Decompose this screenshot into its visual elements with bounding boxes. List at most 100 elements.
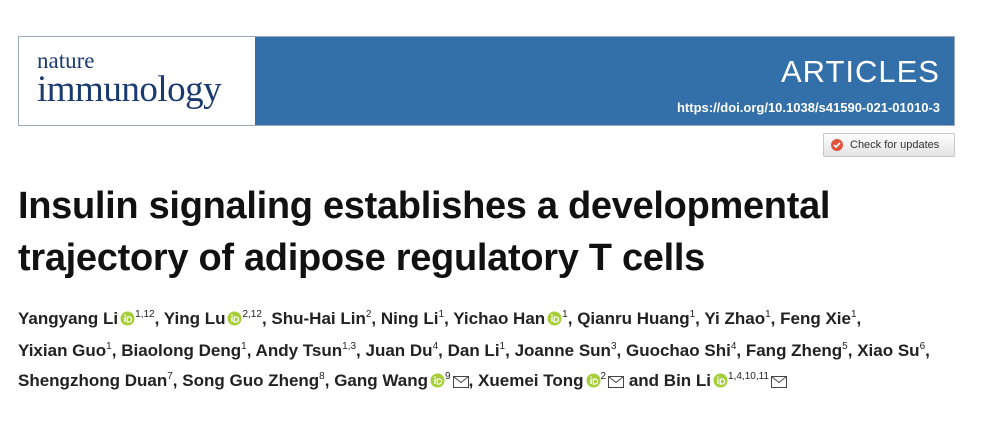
- author: Shengzhong Duan7,: [18, 371, 178, 390]
- author-name: Ying Lu: [163, 309, 226, 328]
- separator: ,: [261, 309, 267, 328]
- author-name: Juan Du: [365, 341, 433, 360]
- author-name: Yixian Guo: [18, 341, 107, 360]
- separator: ,: [371, 309, 377, 328]
- author: Joanne Sun3,: [515, 341, 622, 360]
- affiliation: 2,12: [242, 309, 262, 320]
- journal-name-2: immunology: [37, 69, 222, 110]
- email-icon[interactable]: [608, 373, 625, 392]
- journal-name-1: nature: [37, 48, 95, 73]
- separator: ,: [567, 309, 573, 328]
- affiliation: 8: [319, 371, 325, 382]
- orcid-icon[interactable]: [430, 373, 445, 392]
- author-name: Feng Xie: [780, 309, 851, 328]
- affiliation: 2: [365, 309, 372, 320]
- affiliation: 6: [919, 341, 926, 352]
- separator: ,: [111, 341, 117, 360]
- affiliation: 1: [106, 341, 112, 352]
- author-name: Qianru Huang: [577, 309, 690, 328]
- author-name: Guochao Shi: [625, 341, 731, 360]
- author-name: Fang Zheng: [745, 341, 843, 360]
- author: Yichao Han 1,: [453, 309, 572, 328]
- affiliation: 9: [445, 371, 451, 382]
- title-line: trajectory of adipose regulatory T cells: [18, 237, 705, 279]
- separator: ,: [468, 371, 474, 390]
- affiliation: 4: [432, 341, 439, 352]
- separator: ,: [246, 341, 252, 360]
- author: Juan Du4,: [366, 341, 443, 360]
- affiliation: 1: [499, 341, 506, 352]
- author: Yi Zhao1,: [704, 309, 775, 328]
- affiliation: 2: [600, 371, 607, 382]
- author-name: Xiao Su: [857, 341, 920, 360]
- author: Xiao Su6,: [857, 341, 930, 360]
- author-name: Yi Zhao: [704, 309, 766, 328]
- title-line: Insulin signaling establishes a developm…: [18, 185, 831, 227]
- separator: ,: [172, 371, 178, 390]
- separator: ,: [438, 341, 443, 360]
- author-list: Yangyang Li 1,12, Ying Lu 2,12, Shu-Hai Li…: [18, 304, 963, 398]
- affiliation: 1: [438, 309, 445, 320]
- author: Biaolong Deng1,: [121, 341, 251, 360]
- article-title: Insulin signaling establishes a developm…: [18, 180, 830, 284]
- author: Xuemei Tong 2: [478, 371, 625, 392]
- separator: ,: [324, 371, 330, 390]
- masthead: nature immunology ARTICLES https://doi.o…: [18, 36, 955, 126]
- check-icon: [831, 139, 843, 151]
- orcid-icon[interactable]: [227, 311, 242, 330]
- email-icon[interactable]: [770, 373, 787, 392]
- separator: ,: [925, 341, 930, 360]
- affiliation: 1: [562, 309, 568, 320]
- affiliation: 4: [730, 341, 737, 352]
- check-updates-button[interactable]: Check for updates: [823, 133, 955, 157]
- journal-logo: nature immunology: [19, 37, 255, 125]
- author: Gang Wang 9,: [334, 371, 473, 390]
- separator: ,: [154, 309, 160, 328]
- affiliation: 1: [241, 341, 247, 352]
- author: Feng Xie1,: [780, 309, 861, 328]
- separator: ,: [505, 341, 510, 360]
- separator: ,: [356, 341, 361, 360]
- author-name: Biaolong Deng: [121, 341, 242, 360]
- conjunction: and: [628, 371, 660, 390]
- affiliation: 1: [765, 309, 771, 320]
- orcid-icon[interactable]: [713, 373, 728, 392]
- author: Bin Li 1,4,10,11: [664, 371, 787, 390]
- orcid-icon[interactable]: [586, 373, 601, 392]
- author: Ying Lu 2,12,: [164, 309, 267, 328]
- author-name: Shengzhong Duan: [18, 371, 168, 390]
- author-name: Joanne Sun: [514, 341, 611, 360]
- affiliation: 1: [850, 309, 857, 320]
- affiliation: 7: [167, 371, 173, 382]
- separator: ,: [847, 341, 853, 360]
- doi-link[interactable]: https://doi.org/10.1038/s41590-021-01010…: [676, 100, 940, 115]
- author-name: Andy Tsun: [255, 341, 343, 360]
- affiliation: 1,3: [342, 341, 357, 352]
- separator: ,: [736, 341, 742, 360]
- check-updates-label: Check for updates: [850, 139, 940, 151]
- author-name: Song Guo Zheng: [182, 371, 320, 390]
- orcid-icon[interactable]: [120, 311, 135, 330]
- separator: ,: [856, 309, 862, 328]
- affiliation: 1,4,10,11: [728, 371, 769, 382]
- author-name: Yangyang Li: [18, 309, 119, 328]
- separator: ,: [444, 309, 449, 328]
- author: Song Guo Zheng8,: [182, 371, 329, 390]
- separator: ,: [770, 309, 776, 328]
- article-type: ARTICLES: [780, 54, 940, 89]
- author-name: Dan Li: [447, 341, 500, 360]
- author: Shu-Hai Lin2,: [271, 309, 376, 328]
- author: Andy Tsun1,3,: [256, 341, 361, 360]
- affiliation: 1: [689, 309, 696, 320]
- orcid-icon[interactable]: [547, 311, 562, 330]
- separator: ,: [695, 309, 700, 328]
- author-name: Xuemei Tong: [478, 371, 584, 390]
- author-name: Ning Li: [380, 309, 439, 328]
- header-band: ARTICLES https://doi.org/10.1038/s41590-…: [255, 37, 954, 125]
- author: Ning Li1,: [381, 309, 449, 328]
- affiliation: 1,12: [135, 309, 155, 320]
- author: Yangyang Li 1,12,: [18, 309, 159, 328]
- email-icon[interactable]: [452, 373, 469, 392]
- affiliation: 5: [842, 341, 848, 352]
